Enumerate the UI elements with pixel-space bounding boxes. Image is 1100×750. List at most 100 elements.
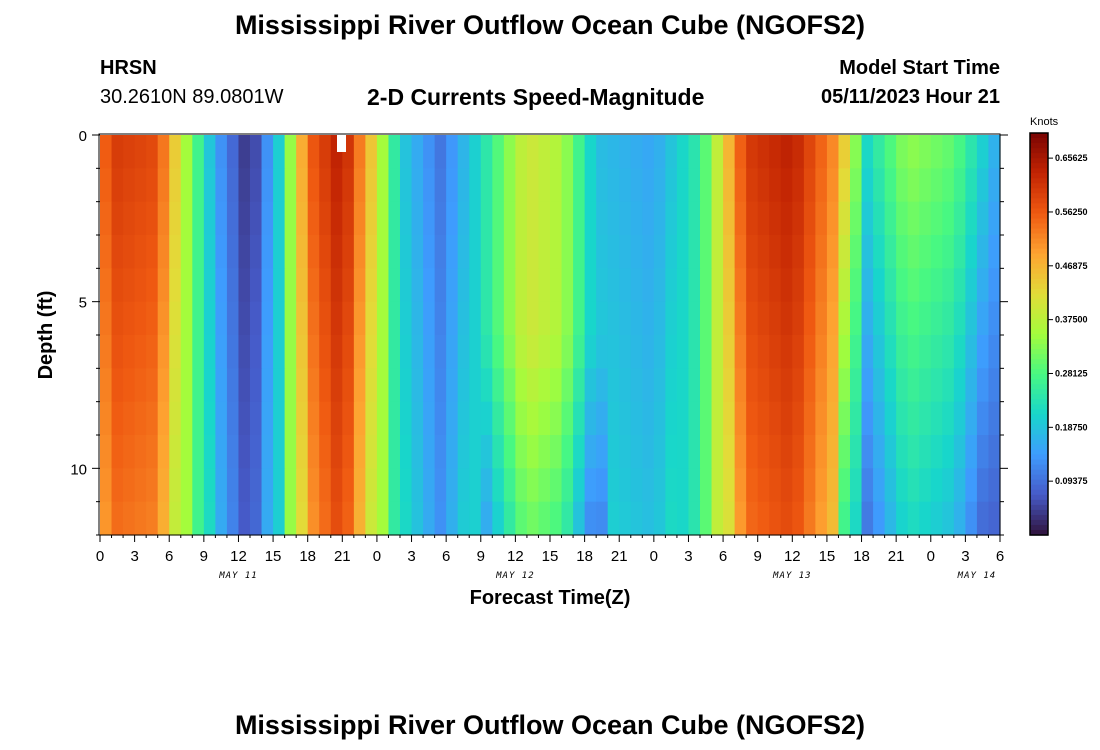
- heatmap-cell: [469, 401, 482, 436]
- heatmap-cell: [700, 301, 713, 336]
- heatmap-cell: [226, 401, 240, 436]
- heatmap-cell: [446, 335, 459, 369]
- heatmap-cell: [919, 268, 932, 303]
- heatmap-cell: [157, 201, 170, 236]
- heatmap-cell: [896, 468, 909, 503]
- heatmap-cell: [492, 335, 505, 369]
- heatmap-cell: [746, 335, 759, 369]
- heatmap-cell: [653, 268, 666, 303]
- heatmap-cell: [573, 301, 586, 336]
- heatmap-cell: [723, 268, 736, 303]
- heatmap-cell: [111, 135, 124, 169]
- heatmap-cell: [192, 268, 205, 303]
- heatmap-cell: [861, 335, 874, 369]
- heatmap-cell: [296, 401, 309, 436]
- heatmap-cell: [203, 268, 216, 303]
- heatmap-cell: [353, 335, 366, 369]
- heatmap-cell: [284, 268, 297, 303]
- heatmap-cell: [988, 501, 1001, 536]
- heatmap-cell: [180, 301, 193, 336]
- heatmap-cell: [676, 168, 690, 203]
- colorbar-segment: [1030, 504, 1048, 511]
- heatmap-cell: [134, 135, 147, 169]
- heatmap-cell: [838, 301, 851, 336]
- heatmap-cell: [480, 435, 493, 469]
- heatmap-cell: [411, 201, 424, 236]
- heatmap-cell: [111, 201, 124, 236]
- heatmap-cell: [238, 468, 251, 503]
- heatmap-cell: [411, 401, 424, 436]
- heatmap-cell: [457, 368, 470, 403]
- x-tick-label: 18: [299, 548, 316, 565]
- heatmap-cell: [111, 235, 124, 269]
- heatmap-cell: [907, 201, 920, 236]
- heatmap-cell: [307, 235, 320, 269]
- heatmap-cell: [526, 401, 540, 436]
- heatmap-cell: [515, 135, 528, 169]
- heatmap-cell: [400, 401, 413, 436]
- heatmap-cell: [619, 301, 632, 336]
- heatmap-cell: [411, 135, 424, 169]
- x-tick-label: 0: [373, 548, 381, 565]
- heatmap-cell: [273, 435, 286, 469]
- heatmap-cell: [284, 201, 297, 236]
- heatmap-cell: [757, 335, 770, 369]
- heatmap-cell: [307, 201, 320, 236]
- heatmap-cell: [746, 168, 759, 203]
- heatmap-cell: [261, 235, 274, 269]
- heatmap-cell: [192, 135, 205, 169]
- heatmap-cell: [607, 335, 620, 369]
- heatmap-cell: [273, 468, 286, 503]
- heatmap-cell: [688, 301, 701, 336]
- heatmap-cell: [953, 201, 966, 236]
- heatmap-cell: [376, 368, 390, 403]
- heatmap-cell: [376, 501, 390, 536]
- heatmap-cell: [411, 368, 424, 403]
- heatmap-cell: [907, 135, 920, 169]
- heatmap-cell: [192, 468, 205, 503]
- heatmap-cell: [273, 268, 286, 303]
- heatmap-cell: [930, 301, 943, 336]
- heatmap-cell: [157, 168, 170, 203]
- heatmap-cell: [723, 468, 736, 503]
- date-label: MAY 14: [957, 571, 997, 581]
- heatmap-cell: [123, 301, 136, 336]
- heatmap-cell: [769, 135, 782, 169]
- heatmap-cell: [146, 401, 159, 436]
- colorbar-segment: [1030, 303, 1048, 310]
- heatmap-cell: [307, 301, 320, 336]
- heatmap-cell: [457, 335, 470, 369]
- heatmap-cell: [930, 401, 943, 436]
- heatmap-cell: [134, 301, 147, 336]
- heatmap-cell: [215, 368, 228, 403]
- heatmap-cell: [411, 268, 424, 303]
- heatmap-cell: [988, 401, 1001, 436]
- heatmap-cell: [215, 135, 228, 169]
- heatmap-cell: [365, 135, 378, 169]
- heatmap-cell: [400, 468, 413, 503]
- heatmap-cell: [607, 135, 620, 169]
- heatmap-cell: [965, 301, 978, 336]
- heatmap-cell: [607, 401, 620, 436]
- heatmap-cell: [434, 201, 447, 236]
- heatmap-cell: [561, 401, 574, 436]
- heatmap-cell: [665, 235, 678, 269]
- heatmap-cell: [723, 168, 736, 203]
- heatmap-cell: [665, 335, 678, 369]
- heatmap-cell: [792, 268, 805, 303]
- heatmap-cell: [688, 268, 701, 303]
- heatmap-cell: [653, 201, 666, 236]
- heatmap-cell: [273, 301, 286, 336]
- heatmap-cell: [826, 435, 840, 469]
- heatmap-cell: [561, 335, 574, 369]
- heatmap-cell: [653, 435, 666, 469]
- heatmap-cell: [965, 401, 978, 436]
- heatmap-cell: [815, 468, 828, 503]
- heatmap-cell: [446, 301, 459, 336]
- y-tick-label: 10: [70, 461, 87, 478]
- heatmap-cell: [169, 201, 182, 236]
- x-tick-label: 18: [853, 548, 870, 565]
- heatmap-cell: [676, 301, 690, 336]
- heatmap-cell: [400, 201, 413, 236]
- heatmap-cell: [723, 368, 736, 403]
